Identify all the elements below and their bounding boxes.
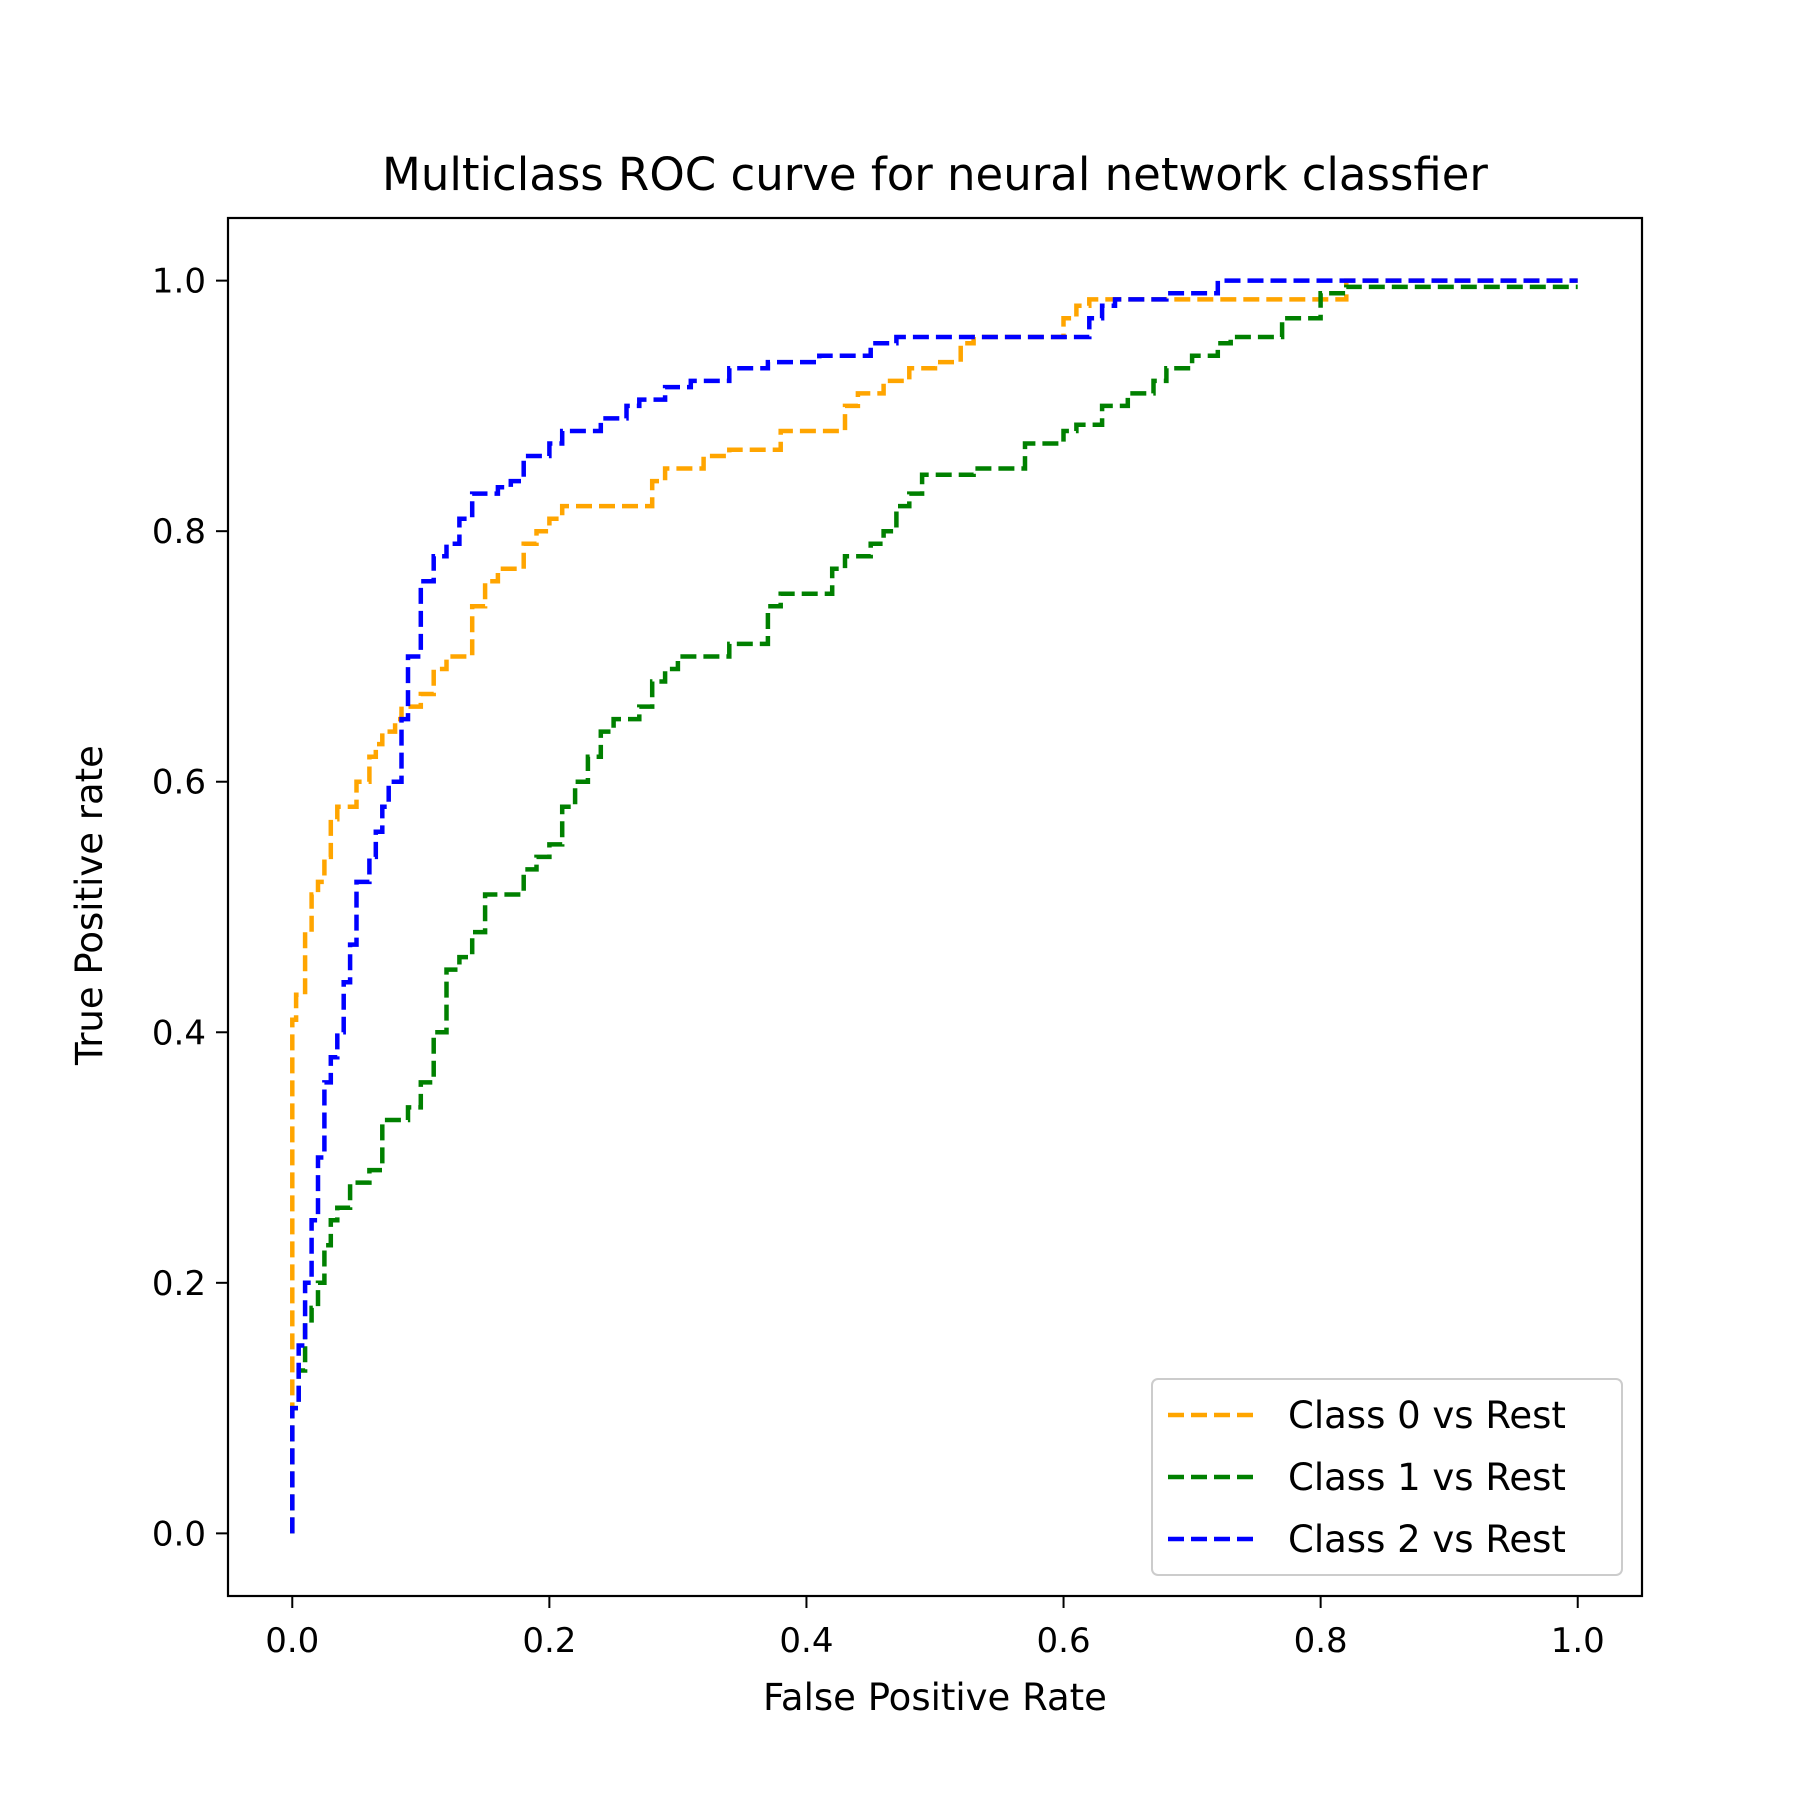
- x-tick-label: 1.0: [1551, 1621, 1605, 1661]
- legend-label-class-2: Class 2 vs Rest: [1288, 1518, 1566, 1561]
- series-line-class-2: [290, 278, 1578, 1534]
- y-tick-label: 0.0: [152, 1514, 206, 1554]
- y-axis-ticks: 0.0 0.2 0.4 0.6 0.8 1.0: [152, 262, 228, 1554]
- chart-title: Multiclass ROC curve for neural network …: [382, 148, 1488, 201]
- y-axis-label: True Positive rate: [68, 745, 111, 1066]
- legend-label-class-1: Class 1 vs Rest: [1288, 1456, 1566, 1499]
- x-axis-label: False Positive Rate: [763, 1676, 1107, 1719]
- x-tick-label: 0.2: [522, 1621, 576, 1661]
- series-line-class-1: [290, 284, 1578, 1534]
- legend-box: [1151, 1378, 1623, 1576]
- plot-frame: [226, 216, 1644, 1598]
- x-axis-ticks: 0.0 0.2 0.4 0.6 0.8 1.0: [265, 1596, 1605, 1661]
- y-tick-label: 0.2: [152, 1264, 206, 1304]
- x-tick-label: 0.4: [779, 1621, 833, 1661]
- x-tick-label: 0.6: [1037, 1621, 1091, 1661]
- x-tick-label: 0.0: [265, 1621, 319, 1661]
- series-line-class-0: [290, 278, 1578, 1534]
- legend: Class 0 vs Rest Class 1 vs Rest Class 2 vs…: [1151, 1378, 1623, 1576]
- y-tick-label: 1.0: [152, 262, 206, 302]
- y-tick-label: 0.6: [152, 763, 206, 803]
- plot-area: [226, 216, 1644, 1598]
- y-tick-label: 0.4: [152, 1013, 206, 1053]
- y-tick-label: 0.8: [152, 512, 206, 552]
- x-tick-label: 0.8: [1294, 1621, 1348, 1661]
- legend-label-class-0: Class 0 vs Rest: [1288, 1394, 1566, 1437]
